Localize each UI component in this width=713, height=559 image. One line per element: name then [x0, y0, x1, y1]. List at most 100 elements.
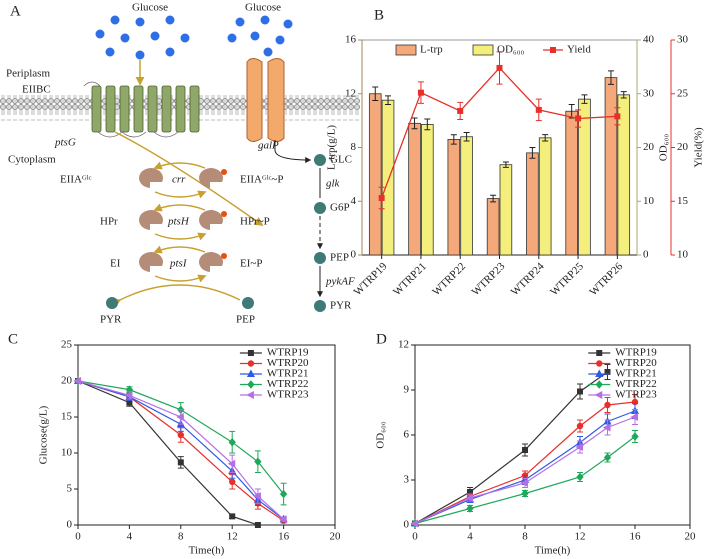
- error-bar: [529, 147, 536, 159]
- metabolite-label: G6P: [330, 202, 350, 214]
- marker: [378, 195, 385, 202]
- panel-label: A: [10, 3, 21, 19]
- y-tick-label: 20: [61, 375, 73, 387]
- arrow: [274, 140, 312, 163]
- gene: glk: [326, 178, 341, 190]
- line: [77, 380, 285, 495]
- error-bar: [411, 117, 418, 130]
- marker: [457, 107, 464, 114]
- marker: [535, 106, 542, 113]
- legend-label: WTRP20: [615, 357, 657, 369]
- marker: [177, 431, 185, 439]
- y-tick-label: 3: [404, 474, 410, 486]
- marker: [229, 513, 236, 520]
- metabolite: [106, 297, 118, 309]
- metabolite-label: PYR: [100, 314, 122, 326]
- diagram: A Glucose Glucose Periplasm EIIBC galP p…: [0, 2, 360, 326]
- marker: [177, 459, 184, 466]
- legend-label: Yield: [567, 44, 591, 56]
- bar: [460, 136, 473, 256]
- x-tick-label: 20: [685, 531, 697, 543]
- x-tick-label: 12: [227, 531, 238, 543]
- y-tick-label: 0: [351, 249, 357, 261]
- bar: [368, 93, 382, 256]
- marker: [410, 519, 418, 528]
- y-tick-label: 10: [677, 249, 689, 261]
- legend-label: OD₆₀₀: [497, 44, 525, 56]
- line: [77, 380, 284, 522]
- legend-label: WTRP22: [615, 378, 657, 390]
- marker: [124, 391, 133, 400]
- legend-swatch: [395, 44, 417, 56]
- marker: [465, 493, 473, 503]
- legend-label: WTRP22: [267, 378, 309, 390]
- marker: [603, 453, 612, 462]
- marker: [595, 380, 603, 389]
- y-tick-label: 12: [398, 339, 409, 351]
- y-tick-label: 30: [677, 34, 689, 46]
- error-bar: [581, 94, 588, 104]
- axis-label: OD₆₀₀: [658, 134, 670, 162]
- y-tick-label: 30: [643, 87, 655, 99]
- x-tick-label: 0: [75, 531, 81, 543]
- y-tick-label: 5: [67, 483, 73, 495]
- marker: [176, 412, 184, 422]
- ptsG-transporter: [91, 85, 200, 133]
- error-bar: [463, 131, 470, 142]
- marker: [279, 489, 288, 499]
- line: [414, 436, 636, 525]
- glucose-dots: [95, 15, 293, 60]
- marker: [229, 478, 236, 485]
- error-bar: [502, 161, 509, 168]
- protein: EI~P: [240, 258, 262, 270]
- gene: pykAF: [325, 276, 355, 288]
- y-tick-label: 4: [351, 195, 357, 207]
- error-bar: [607, 70, 614, 85]
- marker: [228, 437, 236, 447]
- marker: [279, 515, 287, 524]
- gene: ptsH: [167, 216, 190, 228]
- phosphate: [221, 169, 227, 259]
- marker: [604, 401, 611, 409]
- marker: [550, 47, 556, 53]
- x-tick-label: 0: [412, 531, 418, 543]
- line: [414, 416, 636, 525]
- marker: [246, 390, 254, 400]
- bar: [538, 137, 552, 256]
- y-tick-label: 8: [351, 141, 357, 153]
- protein: EIIAᴳˡᶜ: [60, 174, 92, 186]
- x-tick-label: 4: [467, 531, 473, 543]
- metabolite-label: PEP: [330, 252, 349, 264]
- legend-label: WTRP23: [267, 389, 309, 401]
- marker: [73, 376, 81, 386]
- metabolite: [242, 297, 254, 309]
- legend-label: WTRP19: [615, 347, 657, 359]
- marker: [614, 113, 621, 120]
- bar: [421, 123, 434, 256]
- marker: [631, 432, 639, 441]
- panel-label: D: [376, 331, 387, 347]
- line: [77, 380, 284, 520]
- arrows: [112, 161, 241, 307]
- glucose: Glucose: [245, 2, 281, 14]
- y-tick-label: 0: [643, 249, 649, 261]
- protein: EI: [110, 258, 121, 270]
- marker: [247, 350, 254, 356]
- marker: [520, 478, 528, 488]
- x-tick-label: 16: [630, 531, 642, 543]
- y-tick-label: 9: [404, 384, 410, 396]
- bar: [526, 152, 539, 256]
- legend-label: WTRP23: [615, 389, 657, 401]
- protein: EIIAᴳˡᶜ~P: [240, 174, 283, 186]
- y-tick-label: 20: [677, 141, 689, 153]
- bar: [408, 122, 421, 256]
- y-tick-label: 15: [61, 411, 73, 423]
- galP-transporter: [246, 58, 285, 142]
- y-tick-label: 25: [61, 339, 73, 351]
- error-bar: [450, 134, 457, 145]
- x-tick-label: WTRP24: [509, 260, 547, 298]
- panel-label: C: [8, 331, 18, 347]
- axis-label: Time(h): [189, 545, 225, 557]
- marker: [596, 350, 603, 356]
